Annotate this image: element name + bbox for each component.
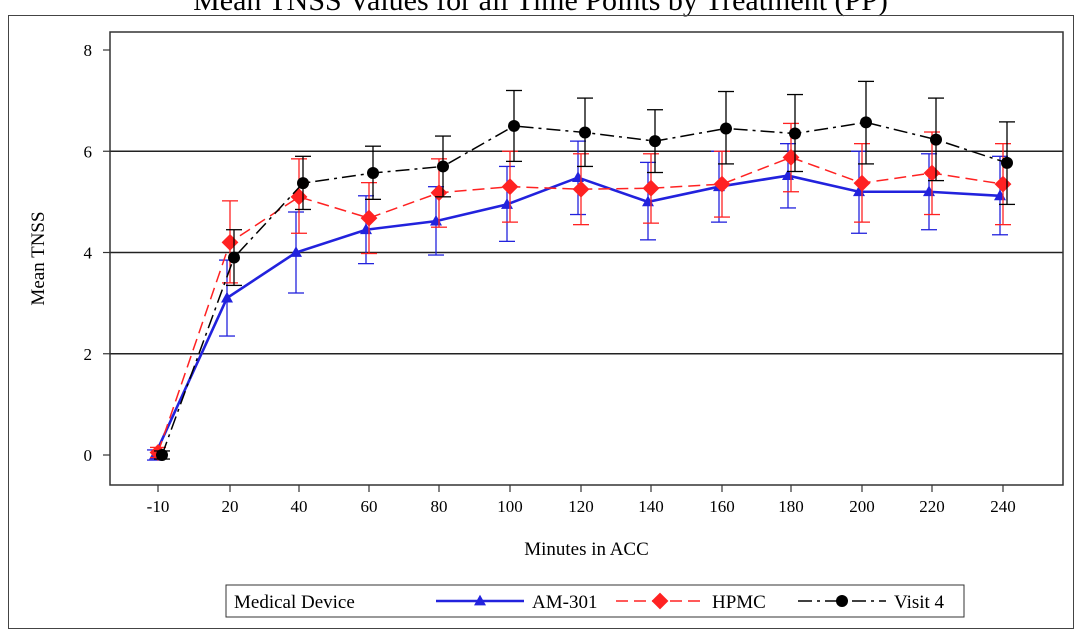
data-point xyxy=(474,594,486,606)
chart-title: Mean TNSS Values for all Time Points by … xyxy=(193,0,888,17)
data-point xyxy=(860,116,872,129)
x-tick-label: 100 xyxy=(497,497,523,516)
x-axis-label: Minutes in ACC xyxy=(524,539,649,560)
x-tick-label: 60 xyxy=(361,497,378,516)
y-tick-label: 6 xyxy=(84,142,93,161)
x-tick-label: 200 xyxy=(849,497,875,516)
data-point xyxy=(713,175,731,193)
x-tick-label: 160 xyxy=(709,497,735,516)
data-point xyxy=(836,595,848,607)
x-tick-label: 240 xyxy=(990,497,1016,516)
x-tick-label: 220 xyxy=(919,497,945,516)
legend-item: AM-301 xyxy=(436,592,597,613)
x-tick-label: -10 xyxy=(147,497,170,516)
series-hpmc xyxy=(149,122,1012,461)
gridlines xyxy=(110,150,1063,355)
data-point xyxy=(853,174,871,192)
x-tick-label: 120 xyxy=(568,497,594,516)
data-point xyxy=(430,184,448,202)
legend-item: HPMC xyxy=(616,592,766,613)
legend-item: Visit 4 xyxy=(798,592,945,613)
x-tick-label: 40 xyxy=(291,497,308,516)
data-point xyxy=(290,246,302,257)
data-point xyxy=(572,180,590,198)
data-point xyxy=(923,164,941,182)
data-point xyxy=(579,126,591,139)
y-tick-label: 8 xyxy=(84,41,93,60)
plot-area xyxy=(109,31,1064,486)
data-point xyxy=(360,209,378,227)
data-point xyxy=(642,179,660,197)
series-layer xyxy=(147,80,1015,461)
data-point xyxy=(930,133,942,146)
legend-label: AM-301 xyxy=(532,592,597,613)
series-line xyxy=(153,174,1001,456)
data-point xyxy=(994,175,1012,193)
x-tick-label: 180 xyxy=(778,497,804,516)
data-point xyxy=(508,119,520,132)
data-point xyxy=(228,251,240,264)
legend: Medical Device AM-301 HPMC Visit 4 xyxy=(225,584,965,618)
legend-title: Medical Device xyxy=(234,592,355,613)
data-point xyxy=(221,233,239,251)
chart-frame xyxy=(8,15,1074,629)
data-point xyxy=(367,167,379,180)
series-am-301 xyxy=(147,140,1008,461)
y-tick-label: 0 xyxy=(84,446,93,465)
x-tick-label: 80 xyxy=(431,497,448,516)
data-point xyxy=(572,171,584,182)
axes: 0 2 4 6 8 -10 20 40 60 80 100 120 140 160 180 200 220 240 xyxy=(84,41,1016,516)
series-visit-4 xyxy=(154,80,1015,461)
data-point xyxy=(437,160,449,173)
data-point xyxy=(720,122,732,135)
legend-label: HPMC xyxy=(712,592,766,613)
x-tick-label: 140 xyxy=(638,497,664,516)
legend-label: Visit 4 xyxy=(894,592,945,613)
series-line xyxy=(161,121,1008,456)
data-point xyxy=(651,592,669,610)
data-point xyxy=(1001,156,1013,169)
x-tick-label: 20 xyxy=(222,497,239,516)
data-point xyxy=(297,177,309,190)
data-point xyxy=(501,178,519,196)
data-point xyxy=(290,188,308,206)
data-point xyxy=(156,449,168,461)
data-point xyxy=(789,127,801,140)
y-axis-label: Mean TNSS xyxy=(28,211,49,305)
y-tick-label: 4 xyxy=(84,244,93,263)
y-tick-label: 2 xyxy=(84,345,93,364)
data-point xyxy=(221,291,233,303)
data-point xyxy=(649,135,661,148)
